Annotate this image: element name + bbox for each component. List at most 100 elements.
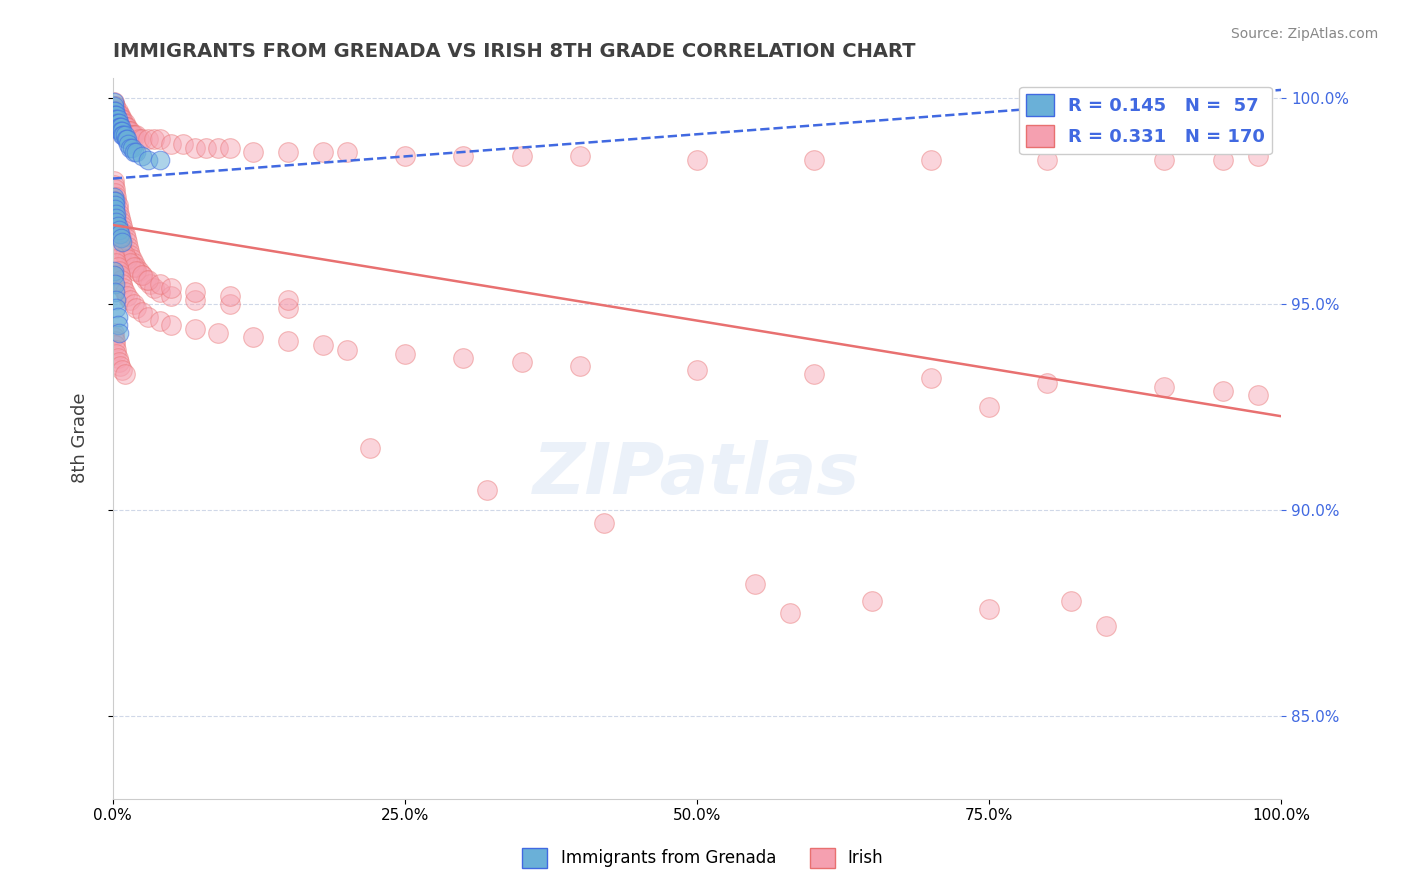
Point: [122, 145, 145, 159]
Text: ZIPatlas: ZIPatlas: [533, 440, 860, 508]
Point: [117, 136, 139, 151]
Point: [107, 351, 129, 365]
Point: [107, 108, 129, 122]
Point: [686, 153, 709, 167]
Point: [1153, 379, 1175, 393]
Point: [122, 128, 145, 143]
Point: [105, 215, 128, 229]
Point: [103, 99, 125, 113]
Point: [686, 363, 709, 377]
Point: [103, 268, 125, 283]
Point: [115, 132, 138, 146]
Point: [105, 211, 128, 225]
Y-axis label: 8th Grade: 8th Grade: [72, 392, 89, 483]
Point: [107, 264, 129, 278]
Point: [1247, 149, 1270, 163]
Point: [394, 149, 416, 163]
Point: [105, 223, 128, 237]
Point: [218, 141, 240, 155]
Point: [104, 219, 127, 233]
Point: [107, 260, 129, 275]
Point: [142, 132, 165, 146]
Point: [103, 178, 125, 192]
Point: [121, 128, 143, 143]
Point: [115, 235, 138, 250]
Point: [120, 248, 142, 262]
Point: [148, 153, 170, 167]
Point: [136, 153, 159, 167]
Point: [111, 244, 134, 258]
Point: [120, 124, 142, 138]
Point: [110, 215, 132, 229]
Point: [114, 120, 136, 134]
Point: [111, 112, 134, 126]
Point: [242, 145, 264, 159]
Point: [148, 314, 170, 328]
Point: [104, 277, 127, 291]
Point: [277, 293, 299, 307]
Point: [218, 297, 240, 311]
Point: [131, 305, 153, 319]
Point: [242, 330, 264, 344]
Point: [183, 293, 205, 307]
Point: [103, 190, 125, 204]
Point: [920, 153, 942, 167]
Point: [977, 602, 1000, 616]
Point: [1060, 594, 1083, 608]
Point: [114, 128, 136, 143]
Point: [107, 326, 129, 340]
Point: [183, 141, 205, 155]
Point: [160, 281, 183, 295]
Point: [453, 351, 475, 365]
Point: [277, 301, 299, 316]
Point: [110, 112, 132, 126]
Point: [107, 198, 129, 212]
Point: [115, 289, 138, 303]
Point: [112, 116, 135, 130]
Point: [128, 132, 150, 146]
Point: [110, 231, 132, 245]
Point: [394, 347, 416, 361]
Point: [183, 322, 205, 336]
Point: [779, 607, 801, 621]
Point: [110, 272, 132, 286]
Point: [136, 272, 159, 286]
Point: [105, 293, 128, 307]
Point: [131, 268, 153, 283]
Point: [160, 289, 183, 303]
Point: [207, 141, 229, 155]
Point: [135, 272, 157, 286]
Point: [107, 318, 129, 332]
Point: [122, 256, 145, 270]
Point: [136, 132, 159, 146]
Point: [107, 202, 129, 217]
Point: [114, 120, 136, 134]
Point: [104, 103, 127, 118]
Point: [1036, 153, 1059, 167]
Point: [112, 116, 135, 130]
Point: [117, 124, 139, 138]
Point: [103, 108, 125, 122]
Point: [120, 141, 142, 155]
Point: [139, 277, 162, 291]
Point: [105, 190, 128, 204]
Point: [114, 231, 136, 245]
Point: [104, 182, 127, 196]
Point: [131, 132, 153, 146]
Point: [110, 112, 132, 126]
Point: [111, 116, 134, 130]
Point: [114, 248, 136, 262]
Point: [569, 359, 592, 373]
Point: [569, 149, 592, 163]
Point: [107, 227, 129, 242]
Point: [125, 301, 148, 316]
Point: [103, 95, 125, 110]
Point: [131, 149, 153, 163]
Point: [744, 577, 766, 591]
Point: [122, 260, 145, 275]
Point: [803, 368, 825, 382]
Point: [103, 112, 125, 126]
Point: [125, 264, 148, 278]
Point: [359, 442, 381, 456]
Point: [112, 281, 135, 295]
